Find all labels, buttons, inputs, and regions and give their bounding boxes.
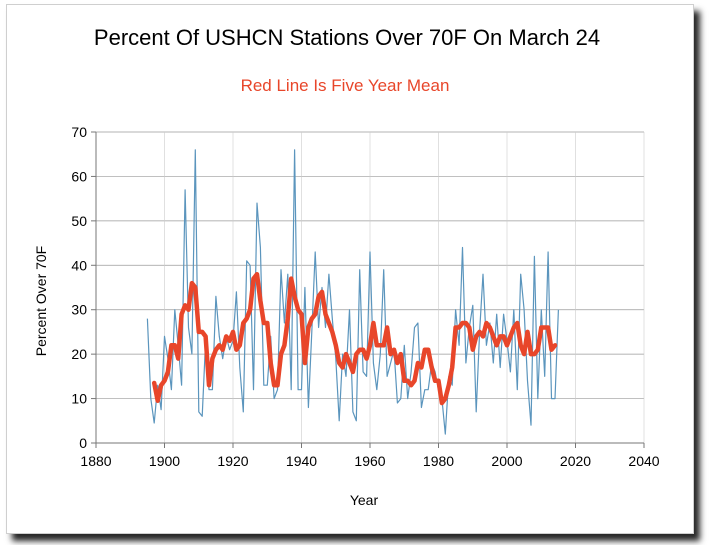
annual-series: [146, 149, 559, 435]
axes: [91, 131, 645, 448]
y-tick-label: 10: [71, 391, 87, 407]
x-tick-label: 1900: [149, 453, 180, 469]
y-tick-label: 30: [71, 302, 87, 318]
x-tick-label: 1940: [286, 453, 317, 469]
y-axis-title: Percent Over 70F: [33, 246, 49, 357]
chart-title: Percent Of USHCN Stations Over 70F On Ma…: [94, 25, 600, 50]
annual-series-line: [146, 149, 559, 435]
x-tick-label: 1980: [423, 453, 454, 469]
y-tick-labels: 0 10 20 30 40 50 60 70: [71, 124, 87, 451]
x-tick-labels: 1880 1900 1920 1940 1960 1980 2000 2020 2040: [80, 453, 659, 469]
y-tick-label: 0: [79, 435, 87, 451]
x-tick-label: 2020: [560, 453, 591, 469]
five-year-mean-line: [151, 271, 558, 406]
y-tick-label: 70: [71, 124, 87, 140]
chart-frame: Percent Of USHCN Stations Over 70F On Ma…: [6, 4, 694, 534]
chart-svg: Percent Of USHCN Stations Over 70F On Ma…: [33, 25, 660, 508]
x-tick-label: 2040: [628, 453, 659, 469]
y-tick-label: 20: [71, 346, 87, 362]
x-tick-label: 2000: [491, 453, 522, 469]
five-year-mean-series: [151, 271, 558, 406]
x-tick-label: 1880: [80, 453, 111, 469]
y-tick-label: 60: [71, 168, 87, 184]
x-tick-label: 1960: [354, 453, 385, 469]
y-tick-label: 50: [71, 213, 87, 229]
x-axis-title: Year: [350, 492, 379, 508]
y-tick-label: 40: [71, 257, 87, 273]
gridlines: [95, 131, 645, 443]
x-tick-label: 1920: [217, 453, 248, 469]
chart-subtitle: Red Line Is Five Year Mean: [241, 76, 450, 95]
